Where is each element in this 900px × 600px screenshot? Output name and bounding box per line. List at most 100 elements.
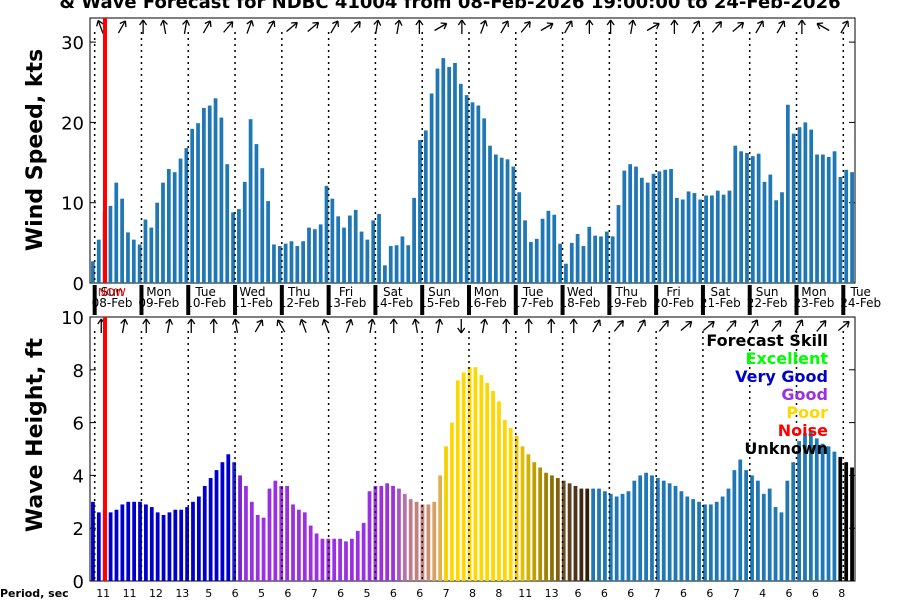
bar [359, 231, 364, 283]
direction-arrow [139, 19, 148, 34]
direction-arrow [500, 20, 510, 34]
bar [355, 530, 360, 581]
arrow-head [524, 21, 531, 28]
arrow-head [707, 320, 715, 328]
arrow-head [842, 320, 850, 328]
y-tick-label: 8 [73, 361, 84, 382]
bar [285, 485, 290, 581]
bar [544, 472, 548, 581]
bar [493, 154, 498, 283]
y-tick-label: 10 [61, 194, 84, 215]
day-label: Wed [567, 285, 593, 299]
direction-arrow [564, 20, 573, 34]
arrow-shaft [816, 320, 827, 332]
bar [692, 193, 697, 283]
arrow-shaft [434, 22, 448, 32]
direction-arrow [117, 20, 127, 34]
bar [302, 512, 307, 581]
date-label: 17-Feb [513, 296, 554, 310]
bar [255, 515, 260, 581]
period-label: 11 [518, 587, 532, 600]
bar [291, 504, 295, 581]
bar [467, 367, 472, 581]
direction-arrow [223, 21, 234, 33]
arrow-head [685, 320, 693, 328]
day-label: Sat [383, 285, 403, 299]
bar [622, 170, 627, 283]
bar [214, 470, 219, 581]
bar [277, 246, 282, 283]
bar [254, 144, 259, 283]
arrow-head [440, 22, 448, 30]
direction-arrow [524, 318, 533, 333]
bar [297, 509, 301, 581]
arrow-head [819, 320, 827, 327]
bar [529, 242, 533, 283]
bar [814, 438, 819, 581]
arrow-shaft [350, 21, 361, 33]
day-separator-tick [373, 285, 378, 315]
day-separator-tick [513, 285, 518, 315]
bar [406, 245, 411, 283]
bar [523, 220, 527, 283]
bar [242, 181, 247, 283]
bar [532, 462, 537, 581]
arrow-head [715, 21, 723, 28]
bar [426, 504, 431, 581]
arrow-head [457, 327, 466, 334]
bar [704, 195, 708, 283]
day-label: Mon [146, 285, 171, 299]
bar [347, 215, 352, 283]
arrow-head [670, 19, 679, 26]
bar [603, 491, 607, 581]
y-tick-label: 10 [61, 308, 84, 329]
day-separator-tick [92, 285, 97, 315]
bar [505, 159, 510, 283]
period-label: 11 [96, 587, 110, 600]
date-label: 13-Feb [326, 296, 367, 310]
bar [832, 151, 837, 283]
bar [669, 168, 673, 283]
legend-title: Forecast Skill [706, 331, 828, 350]
legend-entry: Noise [778, 421, 828, 440]
bar [803, 122, 808, 283]
bar [361, 522, 366, 581]
bar [283, 243, 288, 283]
bar [400, 236, 405, 283]
bar [599, 236, 603, 283]
bar [272, 244, 276, 283]
bar [803, 433, 807, 581]
bar [377, 213, 381, 283]
period-label: 8 [469, 587, 476, 600]
bar [444, 446, 448, 581]
bar [585, 488, 590, 581]
direction-arrow [276, 319, 286, 333]
direction-arrow [345, 318, 354, 333]
day-label: Sun [101, 285, 124, 299]
y-tick-label: 2 [73, 519, 84, 540]
direction-arrow [547, 318, 556, 333]
direction-arrow [246, 19, 254, 34]
arrow-shaft [749, 319, 758, 333]
bar [581, 246, 586, 283]
day-separator-tick [233, 285, 238, 315]
bar [593, 235, 598, 283]
direction-arrow [187, 318, 196, 333]
bar [497, 401, 501, 581]
bar [318, 224, 323, 283]
period-label: 6 [337, 587, 344, 600]
bar [569, 242, 574, 283]
direction-arrow [613, 320, 624, 332]
period-label: 5 [205, 587, 212, 600]
direction-arrow [330, 20, 340, 34]
direction-arrow [434, 22, 448, 32]
bar [447, 66, 452, 283]
arrow-shaft [794, 319, 803, 333]
direction-arrow [457, 319, 466, 334]
bar [149, 227, 154, 283]
bar [324, 185, 329, 283]
arrow-head [653, 22, 660, 30]
direction-arrow [646, 22, 660, 32]
bar [626, 491, 631, 581]
bar [732, 470, 737, 581]
